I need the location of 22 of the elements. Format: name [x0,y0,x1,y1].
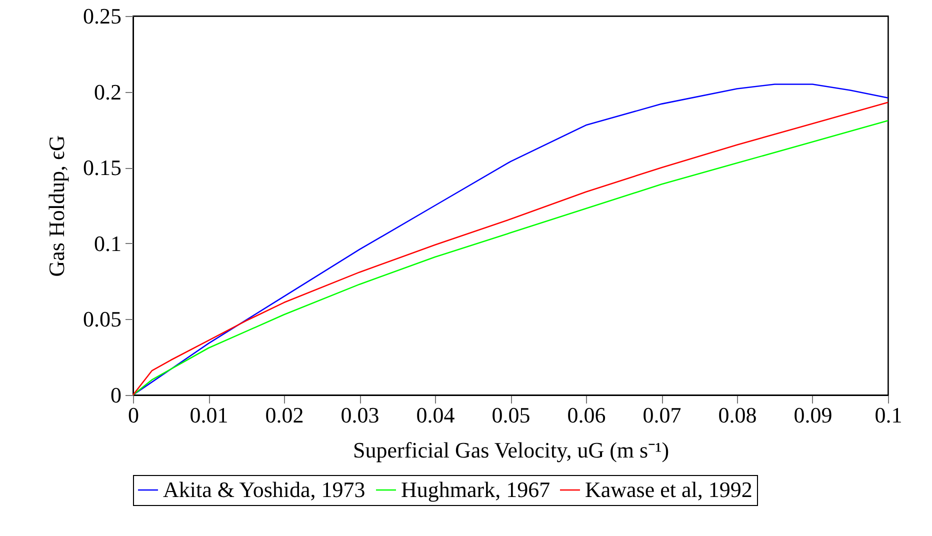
legend-label: Akita & Yoshida, 1973 [163,477,366,502]
x-tick-label: 0.07 [642,402,682,428]
x-tick-label: 0.03 [340,402,380,428]
x-tick-label: 0.01 [190,402,228,428]
y-tick-label: 0.05 [83,306,122,332]
y-axis-title: Gas Holdup, ϵG [44,135,69,277]
x-tick-label: 0.09 [794,402,832,428]
x-tick-label: 0.06 [567,402,606,428]
y-tick-label: 0.1 [94,230,122,256]
x-tick-label: 0.02 [265,402,304,428]
x-tick-label: 0.04 [416,402,455,428]
y-tick-label: 0.2 [94,79,122,104]
legend-label: Kawase et al, 1992 [585,477,752,502]
x-axis-title: Superficial Gas Velocity, uG (m s⁻¹) [352,438,670,462]
legend-label: Hughmark, 1967 [401,477,550,502]
y-tick-label: 0.15 [83,155,122,180]
y-tick-label: 0.25 [83,4,122,28]
x-tick-label: 0 [128,402,139,428]
x-tick-label: 0.1 [874,402,902,428]
y-tick-label: 0 [110,382,122,408]
x-tick-label: 0.08 [718,402,757,428]
x-tick-label: 0.05 [492,402,530,428]
